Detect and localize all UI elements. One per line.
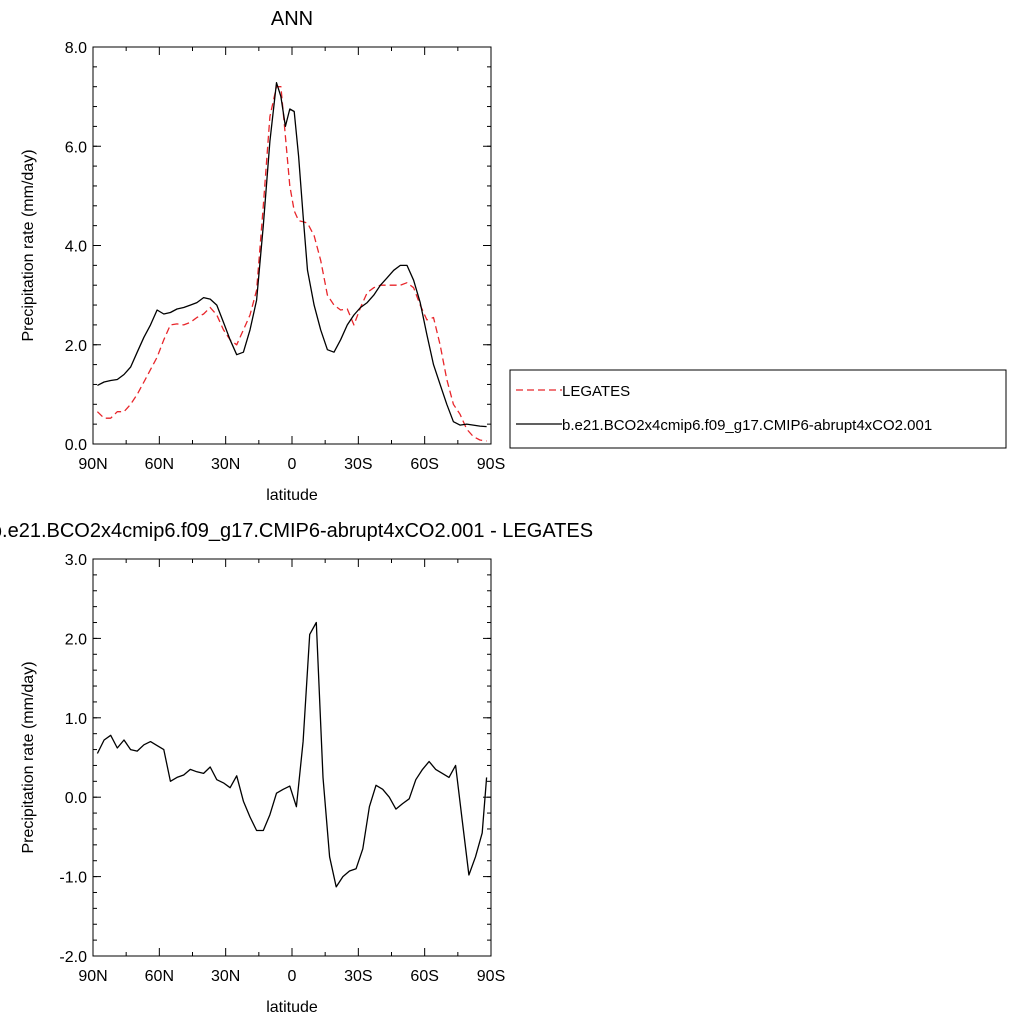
x-tick-label: 30N [211, 968, 240, 985]
y-tick-label: 0.0 [65, 790, 87, 807]
y-tick-label: -1.0 [59, 870, 87, 887]
y-tick-label: 4.0 [65, 239, 87, 256]
y-tick-label: 8.0 [65, 40, 87, 57]
series-line-difference [96, 621, 488, 888]
x-tick-label: 60N [145, 456, 174, 473]
y-tick-label: 6.0 [65, 139, 87, 156]
y-tick-label: 0.0 [65, 437, 87, 454]
chart-title: b.e21.BCO2x4cmip6.f09_g17.CMIP6-abrupt4x… [0, 520, 593, 542]
x-tick-label: 30S [344, 456, 372, 473]
x-tick-label: 30N [211, 456, 240, 473]
series-line-legates [96, 86, 487, 442]
x-tick-label: 90N [78, 456, 107, 473]
x-tick-label: 90S [477, 968, 505, 985]
x-tick-label: 0 [288, 456, 297, 473]
x-axis-title: latitude [266, 999, 318, 1016]
x-tick-label: 60N [145, 968, 174, 985]
x-tick-label: 60S [410, 456, 438, 473]
y-tick-label: 2.0 [65, 631, 87, 648]
legend-box [509, 369, 1007, 449]
y-tick-label: 3.0 [65, 552, 87, 569]
chart-title: ANN [271, 8, 313, 30]
y-tick-label: 1.0 [65, 711, 87, 728]
x-tick-label: 60S [410, 968, 438, 985]
x-tick-label: 30S [344, 968, 372, 985]
legend-label: b.e21.BCO2x4cmip6.f09_g17.CMIP6-abrupt4x… [562, 417, 932, 434]
y-tick-label: -2.0 [59, 949, 87, 966]
series-line-b-e21-bco2x4cmip6-f09-g17-cmip6-abrupt4x [97, 82, 487, 428]
plot-frame-1 [92, 558, 492, 957]
y-tick-label: 2.0 [65, 338, 87, 355]
x-tick-label: 90N [78, 968, 107, 985]
x-axis-title: latitude [266, 487, 318, 504]
plot-frame-0 [92, 46, 492, 445]
x-tick-label: 0 [288, 968, 297, 985]
y-axis-title: Precipitation rate (mm/day) [20, 149, 37, 341]
legend-label: LEGATES [562, 383, 630, 400]
y-axis-title: Precipitation rate (mm/day) [20, 661, 37, 853]
x-tick-label: 90S [477, 456, 505, 473]
